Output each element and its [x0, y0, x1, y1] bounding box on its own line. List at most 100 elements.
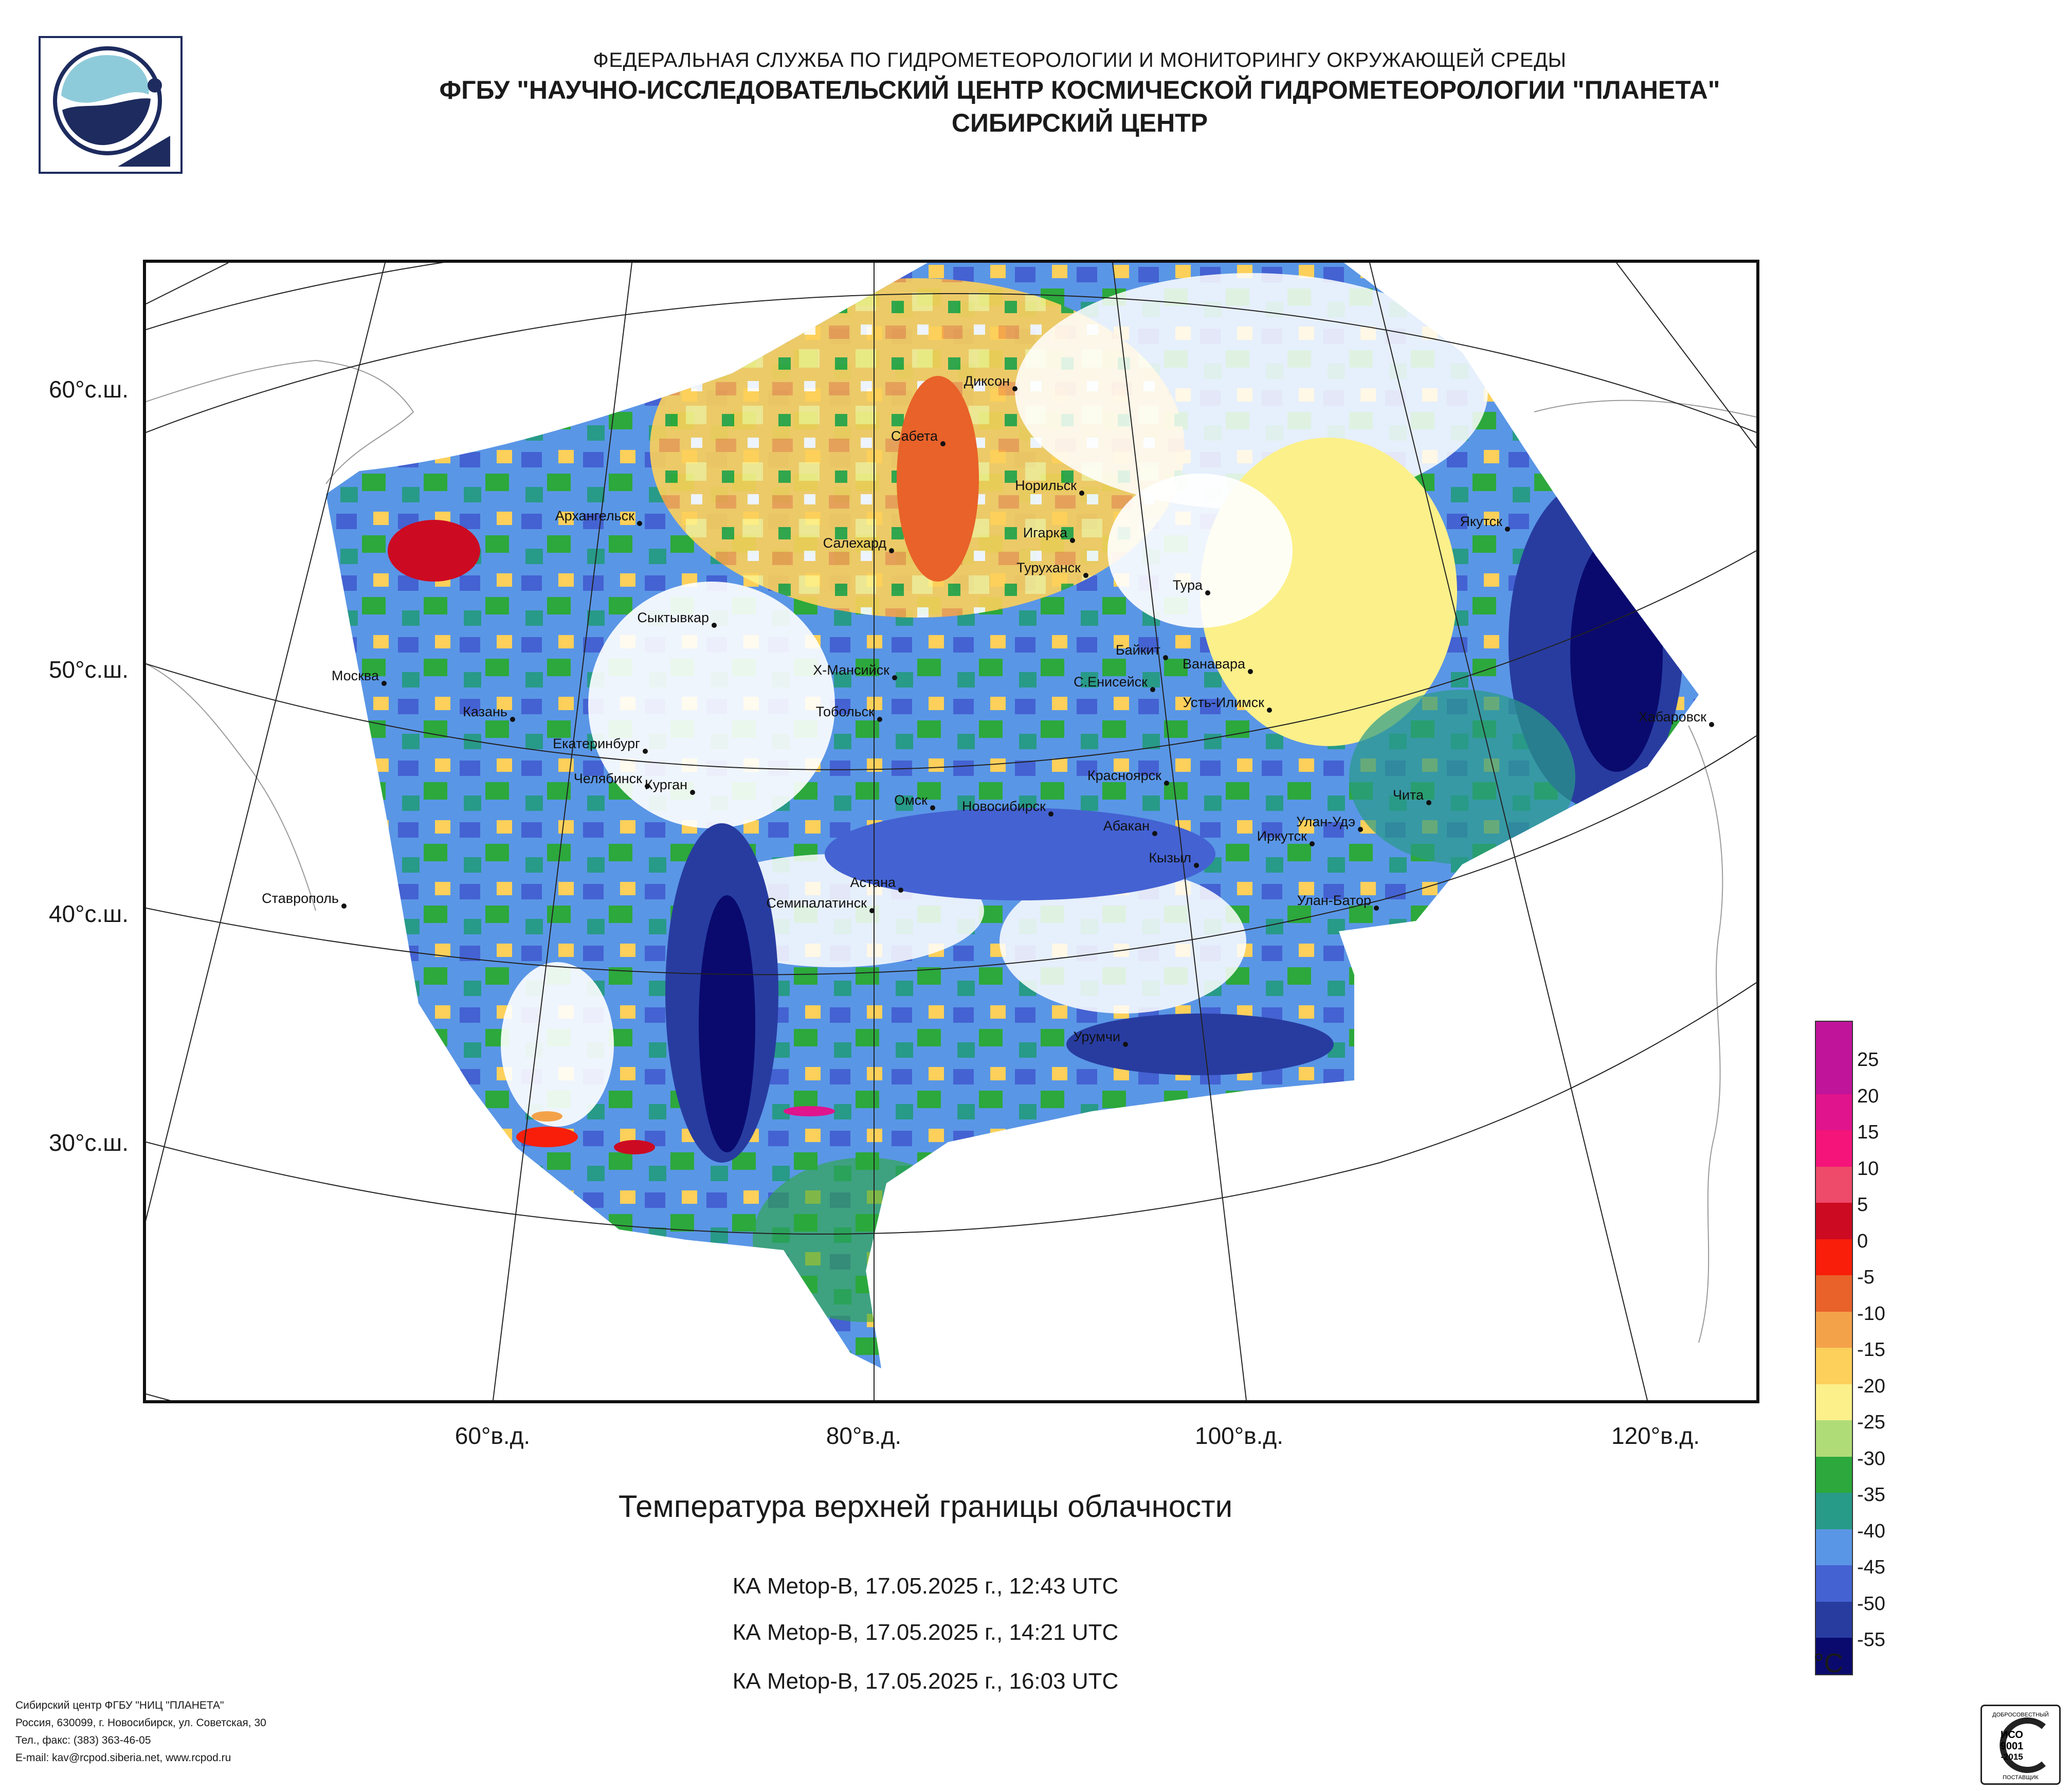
city-label: Красноярск — [1087, 768, 1161, 783]
city-marker: Екатеринбург — [553, 736, 648, 754]
city-dot — [930, 805, 935, 810]
legend-label: -40 — [1857, 1520, 1885, 1542]
isolated-clouds — [516, 1106, 835, 1154]
lat-label-40: 40°с.ш. — [48, 900, 129, 927]
city-marker: Астана — [850, 875, 903, 893]
city-label: Х-Мансийск — [813, 662, 889, 678]
city-label: Семипалатинск — [766, 895, 867, 911]
city-dot — [940, 441, 946, 446]
legend-swatch — [1815, 1638, 1853, 1675]
planeta-logo-icon — [53, 46, 170, 167]
lat-label-50: 50°с.ш. — [48, 656, 129, 683]
city-label: Усть-Илимск — [1183, 695, 1265, 710]
legend-swatch — [1815, 1529, 1853, 1565]
city-dot — [1163, 655, 1168, 660]
lat-label-30: 30°с.ш. — [48, 1129, 129, 1156]
city-dot — [1123, 1042, 1128, 1047]
city-marker: Москва — [332, 668, 387, 686]
footer-address: Россия, 630099, г. Новосибирск, ул. Сове… — [15, 1717, 266, 1729]
legend-label: -10 — [1857, 1302, 1885, 1325]
pass-3: КА Metop-B, 17.05.2025 г., 16:03 UTC — [732, 1669, 1119, 1694]
lat-label-60: 60°с.ш. — [48, 376, 129, 403]
satellite-map: Диксон Сабета Норильск Архангельск Салехард И… — [143, 260, 1759, 1403]
city-marker: Улан-Батор — [1297, 893, 1379, 911]
legend-swatch — [1815, 1203, 1853, 1239]
city-marker: Абакан — [1103, 818, 1157, 836]
city-marker: Челябинск — [574, 771, 650, 789]
city-label: Сабета — [891, 428, 938, 444]
city-dot — [381, 681, 387, 686]
city-dot — [643, 749, 648, 754]
iso-line1: ИСО — [2001, 1729, 2023, 1741]
city-label: Чита — [1393, 787, 1424, 803]
legend-swatch — [1815, 1058, 1853, 1094]
header-institute: ФГБУ "НАУЧНО-ИССЛЕДОВАТЕЛЬСКИЙ ЦЕНТР КОС… — [439, 76, 1720, 104]
city-marker: Улан-Удэ — [1296, 814, 1363, 832]
legend-swatch — [1815, 1348, 1853, 1384]
city-marker: Красноярск — [1087, 768, 1169, 786]
lon-label-120: 120°в.д. — [1611, 1422, 1700, 1449]
legend-label: 5 — [1857, 1194, 1868, 1216]
city-label: Улан-Батор — [1297, 893, 1371, 908]
city-label: Ванавара — [1183, 656, 1246, 672]
legend-label: 15 — [1857, 1121, 1879, 1143]
city-dot — [510, 717, 515, 722]
city-marker: Якутск — [1460, 514, 1510, 532]
city-label: Урумчи — [1073, 1029, 1120, 1044]
city-marker: Курган — [645, 777, 695, 795]
iso-line3: -2015 — [2001, 1752, 2023, 1762]
city-marker: Казань — [463, 704, 515, 722]
city-dot — [637, 521, 642, 526]
city-dot — [1505, 527, 1510, 532]
city-dot — [1164, 781, 1169, 786]
city-dot — [1048, 811, 1053, 817]
legend-label: 20 — [1857, 1085, 1879, 1107]
legend-swatch — [1815, 1384, 1853, 1420]
graticule — [146, 263, 1756, 1400]
map-title: Температура верхней границы облачности — [618, 1489, 1233, 1524]
city-marker: Сыктывкар — [637, 610, 717, 628]
city-label: Байкит — [1116, 642, 1160, 658]
iso-line2: 9001 — [2001, 1741, 2024, 1752]
legend-swatch — [1815, 1239, 1853, 1275]
legend-label: -15 — [1857, 1339, 1885, 1361]
city-dot — [690, 790, 695, 795]
city-dot — [898, 888, 903, 893]
legend-swatch — [1815, 1311, 1853, 1348]
city-label: Тура — [1173, 577, 1203, 593]
city-label: Казань — [463, 704, 507, 719]
city-dot — [892, 675, 897, 680]
city-dot — [1709, 722, 1714, 727]
legend-swatch — [1815, 1130, 1853, 1167]
city-dot — [1267, 708, 1272, 713]
city-label: Омск — [894, 792, 928, 808]
city-marker: Игарка — [1023, 525, 1075, 543]
legend-swatch — [1815, 1601, 1853, 1638]
city-dot — [877, 717, 882, 722]
city-layer: Диксон Сабета Норильск Архангельск Салехард И… — [262, 373, 1714, 1047]
lon-label-60: 60°в.д. — [455, 1422, 531, 1449]
pass-2: КА Metop-B, 17.05.2025 г., 14:21 UTC — [732, 1620, 1119, 1645]
city-label: Тобольск — [816, 704, 875, 719]
city-label: Новосибирск — [962, 799, 1046, 814]
legend-label: 25 — [1857, 1049, 1879, 1071]
footer-phone: Тел., факс: (383) 363-46-05 — [15, 1734, 151, 1746]
city-dot — [1079, 491, 1084, 496]
city-marker: С.Енисейск — [1074, 674, 1155, 692]
cloud-temperature-layer — [326, 263, 1699, 1368]
city-marker: Новосибирск — [962, 799, 1053, 817]
legend-label: -35 — [1857, 1484, 1885, 1506]
city-marker: Ванавара — [1183, 656, 1253, 674]
legend-label: -45 — [1857, 1557, 1885, 1578]
legend-swatch — [1815, 1094, 1853, 1130]
city-marker: Тобольск — [816, 704, 882, 722]
city-marker: Салехард — [823, 535, 894, 553]
city-dot — [1310, 841, 1315, 846]
city-dot — [341, 903, 347, 909]
header-center: СИБИРСКИЙ ЦЕНТР — [951, 108, 1208, 137]
legend-label: -30 — [1857, 1448, 1885, 1470]
city-dot — [712, 623, 717, 628]
city-label: Сыктывкар — [637, 610, 709, 625]
city-marker: Хабаровск — [1639, 709, 1714, 727]
footer-contacts: Сибирский центр ФГБУ "НИЦ "ПЛАНЕТА" Росс… — [15, 1697, 266, 1767]
